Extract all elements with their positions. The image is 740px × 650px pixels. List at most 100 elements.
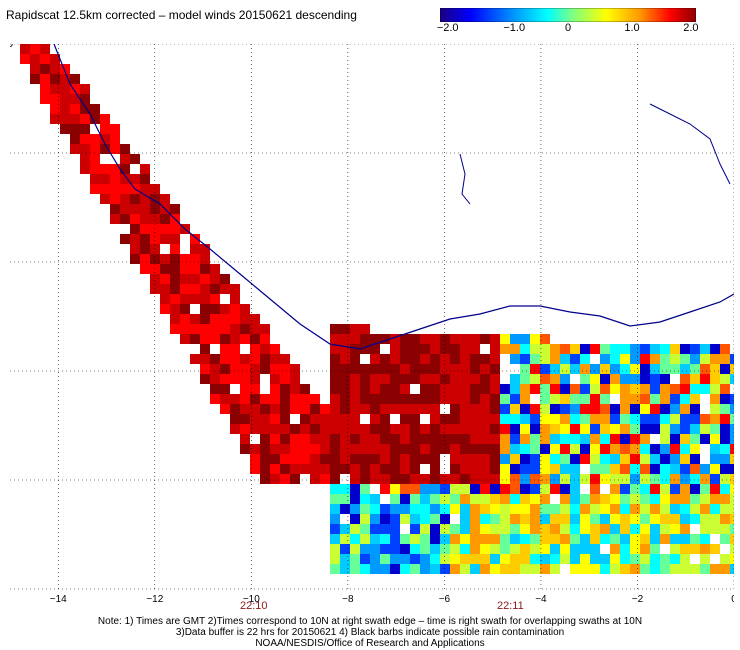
swath-cell (420, 384, 430, 394)
x-tick-label: −12 (146, 594, 163, 604)
swath-cell (590, 494, 600, 504)
swath-cell (480, 474, 490, 484)
swath-cell (130, 194, 140, 204)
swath-cell (590, 414, 600, 424)
swath-cell (380, 364, 390, 374)
swath-cell (620, 444, 630, 454)
swath-cell (270, 464, 280, 474)
swath-cell (160, 224, 170, 234)
swath-cell (640, 404, 650, 414)
swath-cell (270, 474, 280, 484)
swath-cell (590, 384, 600, 394)
swath-cell (390, 434, 400, 444)
swath-cell (380, 374, 390, 384)
swath-cell (240, 354, 250, 364)
swath-cell (20, 44, 30, 54)
swath-cell (100, 184, 110, 194)
swath-cell (380, 474, 390, 484)
swath-cell (670, 344, 680, 354)
swath-cell (270, 374, 280, 384)
swath-cell (290, 464, 300, 474)
swath-cell (400, 504, 410, 514)
swath-cell (400, 494, 410, 504)
swath-cell (460, 474, 470, 484)
swath-cell (630, 374, 640, 384)
swath-cell (660, 514, 670, 524)
swath-cell (570, 474, 580, 484)
swath-cell (60, 64, 70, 74)
swath-cell (580, 414, 590, 424)
swath-cell (550, 474, 560, 484)
swath-cell (460, 534, 470, 544)
swath-cell (450, 494, 460, 504)
swath-cell (280, 394, 290, 404)
swath-cell (400, 464, 410, 474)
swath-cell (480, 524, 490, 534)
swath-cell (620, 424, 630, 434)
swath-cell (230, 394, 240, 404)
swath-cell (730, 544, 734, 554)
swath-cell (330, 494, 340, 504)
swath-cell (420, 364, 430, 374)
swath-cell (460, 354, 470, 364)
swath-cell (640, 504, 650, 514)
swath-cell (630, 364, 640, 374)
swath-cell (560, 344, 570, 354)
swath-cell (560, 454, 570, 464)
swath-cell (450, 414, 460, 424)
swath-cell (290, 474, 300, 484)
swath-cell (540, 354, 550, 364)
swath-cell (210, 314, 220, 324)
swath-cell (550, 344, 560, 354)
swath-cell (540, 534, 550, 544)
swath-cell (560, 494, 570, 504)
swath-cell (420, 474, 430, 484)
swath-cell (90, 154, 100, 164)
swath-cell (240, 434, 250, 444)
swath-cell (470, 454, 480, 464)
swath-cell (490, 344, 500, 354)
swath-cell (490, 454, 500, 464)
swath-cell (60, 94, 70, 104)
swath-cell (250, 314, 260, 324)
swath-cell (530, 404, 540, 414)
swath-cell (460, 554, 470, 564)
swath-cell (480, 334, 490, 344)
swath-cell (680, 504, 690, 514)
swath-cell (660, 384, 670, 394)
swath-cell (630, 484, 640, 494)
swath-cell (660, 504, 670, 514)
swath-cell (70, 144, 80, 154)
swath-cell (510, 334, 520, 344)
swath-cell (730, 424, 734, 434)
swath-cell (330, 384, 340, 394)
swath-cell (480, 394, 490, 404)
swath-cell (700, 364, 710, 374)
swath-cell (560, 414, 570, 424)
swath-cell (680, 524, 690, 534)
swath-cell (350, 444, 360, 454)
swath-cell (450, 434, 460, 444)
swath-cell (500, 454, 510, 464)
swath-cell (600, 464, 610, 474)
swath-cell (500, 464, 510, 474)
swath-cell (40, 74, 50, 84)
swath-cell (510, 384, 520, 394)
swath-cell (410, 464, 420, 474)
swath-cell (590, 504, 600, 514)
swath-cell (360, 464, 370, 474)
swath-cell (300, 384, 310, 394)
swath-cell (370, 374, 380, 384)
swath-cell (720, 424, 730, 434)
swath-cell (440, 544, 450, 554)
swath-cell (640, 494, 650, 504)
swath-cell (370, 364, 380, 374)
swath-cell (200, 304, 210, 314)
swath-cell (170, 324, 180, 334)
swath-cell (640, 354, 650, 364)
swath-cell (460, 364, 470, 374)
swath-cell (540, 334, 550, 344)
swath-cell (630, 404, 640, 414)
swath-cell (350, 534, 360, 544)
swath-cell (450, 384, 460, 394)
